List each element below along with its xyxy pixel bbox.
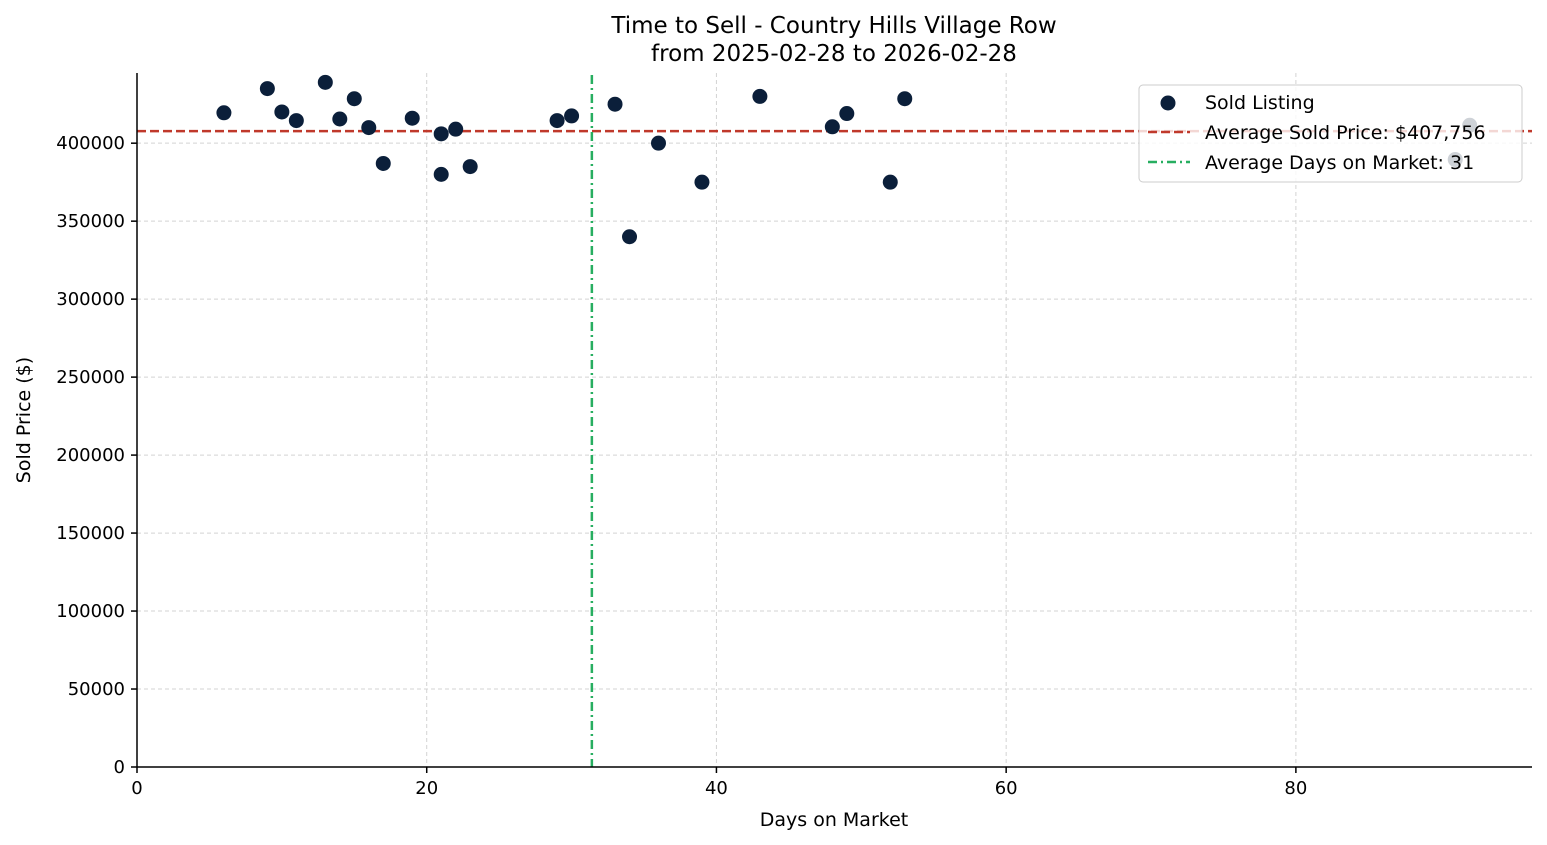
sold-listing-point [607, 96, 623, 112]
x-tick-label: 40 [705, 778, 728, 799]
sold-listing-point [622, 229, 638, 245]
y-tick-label: 300000 [56, 289, 125, 310]
y-axis-label: Sold Price ($) [13, 357, 35, 483]
sold-listing-point [752, 88, 768, 104]
y-tick-label: 150000 [56, 523, 125, 544]
x-axis-label: Days on Market [760, 809, 908, 831]
y-tick-label: 250000 [56, 367, 125, 388]
sold-listing-point [462, 159, 478, 175]
legend-label-avg-price: Average Sold Price: $407,756 [1205, 122, 1486, 144]
sold-listing-point [274, 104, 290, 120]
legend-label-avg-days: Average Days on Market: 31 [1205, 152, 1474, 174]
sold-listing-point [259, 81, 275, 97]
chart-title-line2: from 2025-02-28 to 2026-02-28 [651, 41, 1017, 67]
sold-listing-point [650, 135, 666, 151]
sold-listing-point [824, 119, 840, 135]
sold-listing-point [317, 74, 333, 90]
sold-listing-point [694, 174, 710, 190]
legend: Sold Listing Average Sold Price: $407,75… [1138, 84, 1523, 183]
sold-listing-point [448, 121, 464, 137]
sold-listing-point [433, 166, 449, 182]
grid [136, 73, 1532, 768]
legend-marker-sold-listing [1160, 95, 1176, 111]
y-tick-label: 100000 [56, 601, 125, 622]
y-tick-label: 0 [114, 757, 125, 778]
y-tick-label: 350000 [56, 211, 125, 232]
sold-listing-point [549, 113, 565, 129]
sold-listing-point [404, 110, 420, 126]
chart-title-line1: Time to Sell - Country Hills Village Row [610, 13, 1056, 39]
sold-listing-point [216, 105, 232, 121]
legend-box [1138, 84, 1523, 183]
y-tick-label: 50000 [68, 679, 125, 700]
legend-label-sold-listing: Sold Listing [1205, 92, 1315, 114]
sold-listing-point [839, 106, 855, 122]
y-tick-label: 400000 [56, 133, 125, 154]
x-tick-label: 20 [415, 778, 438, 799]
sold-listing-point [564, 108, 580, 124]
sold-listing-point [361, 120, 377, 136]
x-tick-label: 60 [995, 778, 1018, 799]
sold-listing-point [346, 91, 362, 107]
y-tick-label: 200000 [56, 445, 125, 466]
x-tick-label: 80 [1284, 778, 1307, 799]
sold-listing-point [288, 113, 304, 129]
sold-listing-point [433, 126, 449, 142]
sold-listing-point [332, 111, 348, 127]
sold-listing-point [882, 174, 898, 190]
sold-listing-point [375, 155, 391, 171]
sold-listing-point [897, 91, 913, 107]
x-tick-label: 0 [131, 778, 142, 799]
axis-ticks: 0 20 40 60 80 0 50000 100000 150000 200000 250000 3… [56, 133, 1307, 799]
data-points [216, 74, 1478, 245]
